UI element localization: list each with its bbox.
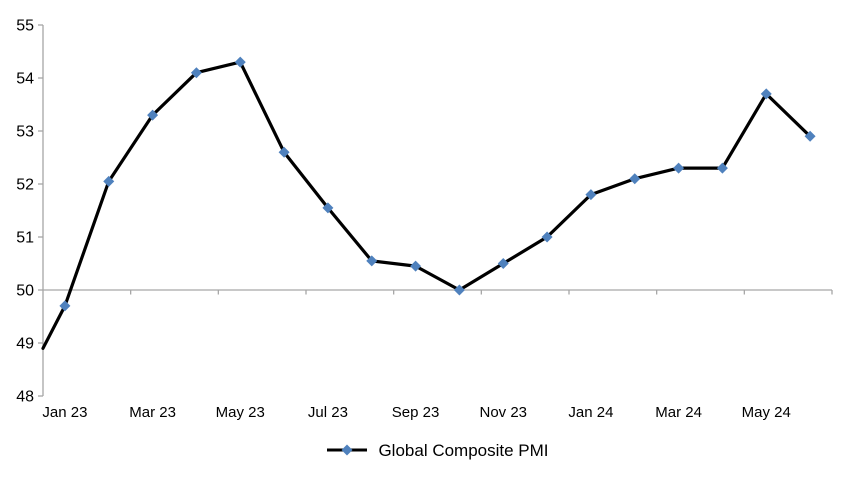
pmi-data-point-marker [673,162,685,174]
pmi-data-point-marker [760,88,772,100]
y-axis-tick-label: 51 [16,230,34,247]
pmi-data-point-marker [59,300,71,312]
pmi-data-point-marker [453,284,465,296]
y-axis-tick-label: 54 [16,71,34,88]
pmi-data-point-marker [497,258,509,269]
pmi-data-point-marker [190,67,202,79]
y-axis-tick-label: 50 [16,283,34,300]
legend-line-marker-icon [327,444,368,456]
x-axis-tick-label: Jul 23 [308,404,348,421]
pmi-data-point-marker [366,255,378,267]
pmi-data-point-marker [804,130,816,142]
y-axis-tick-label: 55 [16,18,34,35]
legend: Global Composite PMI [43,438,832,462]
x-axis-tick-label: May 23 [216,404,265,421]
y-axis-tick-label: 52 [16,177,34,194]
y-axis-tick-label: 49 [16,336,34,353]
x-axis-tick-label: Jan 23 [42,404,87,421]
pmi-data-point-marker [234,56,246,68]
pmi-data-point-marker [585,189,597,201]
x-axis-tick-label: Nov 23 [479,404,527,421]
y-axis-tick-label: 48 [16,389,34,406]
pmi-data-point-marker [541,231,553,243]
pmi-data-point-marker [716,162,728,174]
pmi-data-point-marker [278,146,290,158]
x-axis-tick-label: Mar 24 [655,404,702,421]
pmi-data-point-marker [103,175,115,187]
x-axis-tick-label: May 24 [742,404,791,421]
x-axis-tick-label: Jan 24 [568,404,613,421]
pmi-data-point-marker [410,260,422,272]
y-axis-tick-label: 53 [16,124,34,141]
legend-label: Global Composite PMI [378,440,549,460]
pmi-series-line [41,60,812,350]
pmi-data-point-marker [147,109,159,121]
pmi-data-point-marker [322,202,334,214]
legend-marker-sample [341,444,353,456]
x-axis-tick-label: Sep 23 [392,404,440,421]
x-axis-tick-label: Mar 23 [129,404,176,421]
pmi-data-point-marker [629,173,641,185]
